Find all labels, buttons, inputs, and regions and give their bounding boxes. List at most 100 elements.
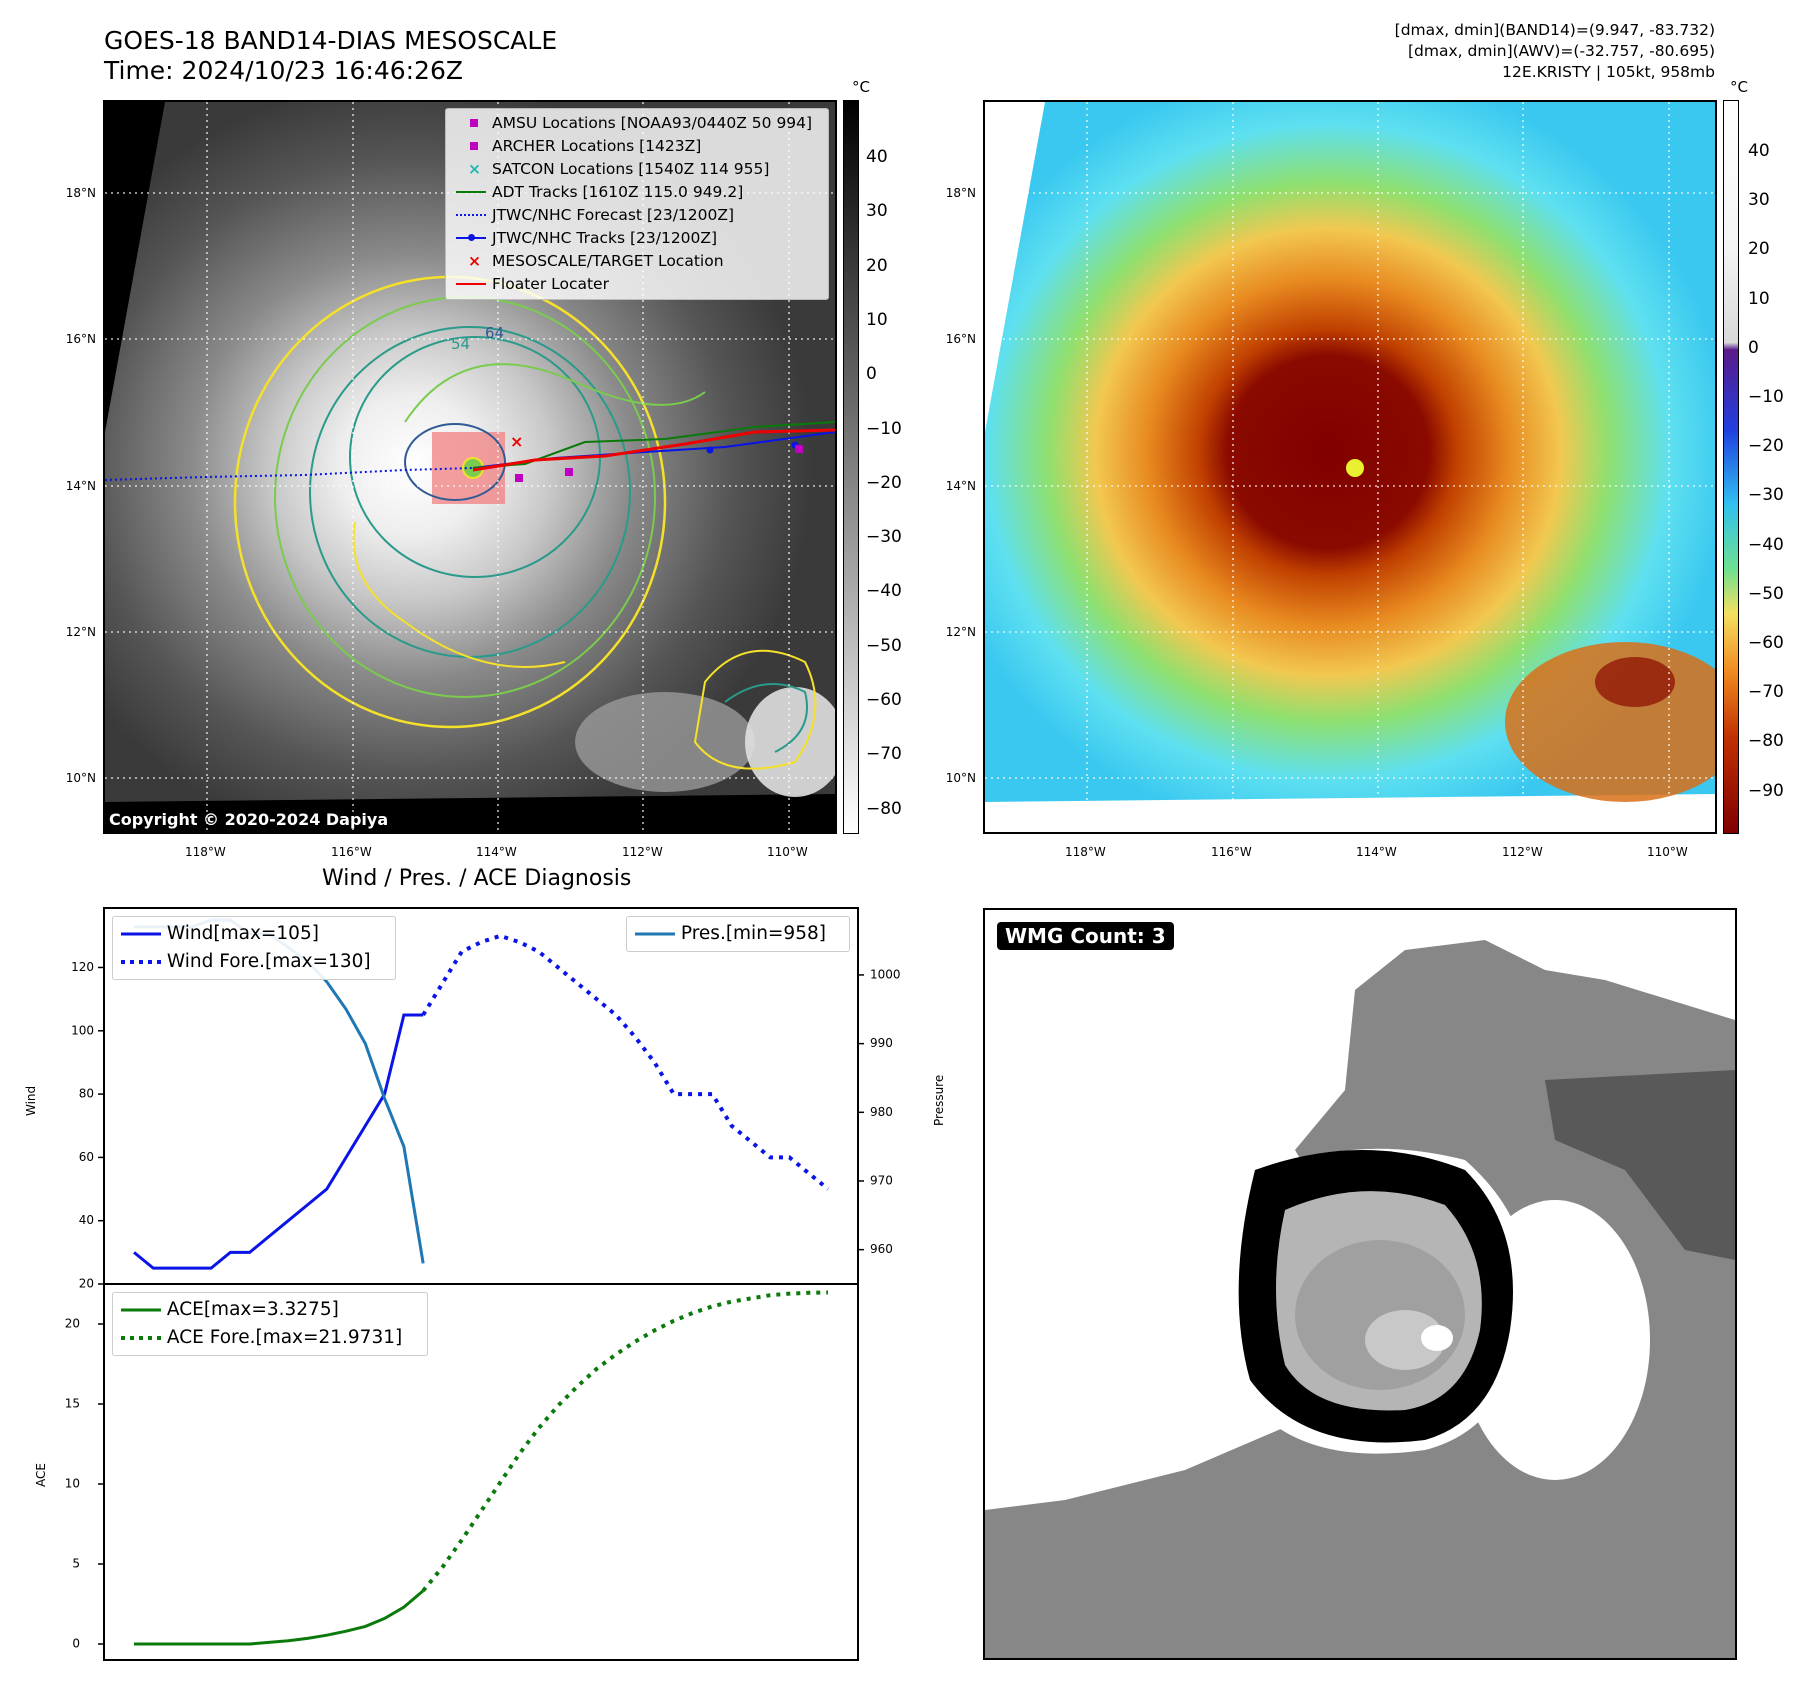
wind-tick-label: 40 — [79, 1213, 94, 1227]
lon-label: 112°W — [1502, 845, 1543, 859]
colorbar-tick-label: −50 — [866, 635, 902, 656]
wind-tick-label: 120 — [71, 960, 94, 974]
colorbar-tick-label: −10 — [1748, 387, 1784, 407]
amsu-marker — [515, 474, 523, 482]
lat-label: 16°N — [65, 332, 96, 346]
adt-track — [472, 421, 835, 469]
lon-label: 110°W — [767, 845, 808, 859]
colorbar-tick-label: −70 — [1748, 682, 1784, 703]
colorbar-tick-label: −30 — [1748, 485, 1784, 506]
colorbar-tick-label: 0 — [866, 364, 877, 385]
legend-item-archer: ARCHER Locations [1423Z] — [456, 135, 835, 157]
info-line2: [dmax, dmin](AWV)=(-32.757, -80.695) — [1408, 42, 1715, 60]
colorbar-right-unit: °C — [1730, 78, 1748, 96]
pressure-tick-label: 960 — [870, 1242, 893, 1256]
colorbar-tick-label: −40 — [1748, 534, 1784, 555]
legend-ace: ACE[max=3.3275] — [121, 1299, 339, 1320]
legend-item-floater: Floater Locater — [456, 273, 835, 295]
wind-ylabel: Wind — [24, 1085, 38, 1116]
ace-forecast-series — [421, 1290, 829, 1593]
colorbar-tick-label: −60 — [1748, 633, 1784, 653]
ace-legend: ACE[max=3.3275] ACE Fore.[max=21.9731] — [112, 1292, 428, 1356]
lat-label: 18°N — [65, 186, 96, 200]
lat-label: 14°N — [65, 479, 96, 493]
info-line1: [dmax, dmin](BAND14)=(9.947, -83.732) — [1394, 21, 1715, 39]
lon-label: 112°W — [622, 845, 663, 859]
legend-wind-fore: Wind Fore.[max=130] — [121, 951, 371, 972]
colorbar-tick-label: −70 — [866, 744, 902, 765]
lat-label: 16°N — [945, 332, 976, 346]
line-icon — [456, 181, 492, 203]
colorbar-tick-label: −80 — [866, 798, 902, 819]
legend-item-jtwc-tracks: JTWC/NHC Tracks [23/1200Z] — [456, 227, 835, 249]
square-marker-icon — [456, 112, 492, 134]
archer-marker — [565, 468, 573, 476]
diagnosis-title: Wind / Pres. / ACE Diagnosis — [322, 866, 632, 891]
colorbar-tick-label: 20 — [866, 255, 888, 276]
wind-tick-label: 60 — [79, 1150, 94, 1164]
dotted-line-icon — [456, 204, 492, 226]
pressure-tick-label: 970 — [870, 1173, 893, 1187]
line-icon — [456, 273, 492, 295]
lon-label: 114°W — [476, 845, 517, 859]
lon-label: 116°W — [1211, 845, 1252, 859]
legend-item-amsu: AMSU Locations [NOAA93/0440Z 50 994] — [456, 112, 835, 134]
line-dot-icon — [456, 227, 492, 249]
colorbar-tick-label: 20 — [1748, 239, 1770, 260]
legend-item-adt: ADT Tracks [1610Z 115.0 949.2] — [456, 181, 835, 203]
square-marker-icon — [456, 135, 492, 157]
title-line2: Time: 2024/10/23 16:46:26Z — [104, 56, 463, 85]
lat-label: 10°N — [945, 771, 976, 785]
map-legend: AMSU Locations [NOAA93/0440Z 50 994] ARC… — [445, 108, 829, 300]
ace-tick-label: 5 — [72, 1557, 80, 1571]
lat-label: 18°N — [945, 186, 976, 200]
lon-label: 116°W — [331, 845, 372, 859]
target-marker: × — [510, 432, 523, 451]
colorbar-tick-label: −20 — [866, 472, 902, 493]
colorbar-tick-label: −80 — [1748, 731, 1784, 752]
colorbar-left — [843, 100, 859, 834]
colorbar-tick-label: 30 — [1748, 190, 1770, 211]
ace-series — [134, 1589, 425, 1646]
wind-tick-label: 100 — [71, 1023, 94, 1037]
jtwc-forecast-track — [105, 467, 474, 481]
colorbar-tick-label: 10 — [866, 309, 888, 330]
colorbar-tick-label: −30 — [866, 527, 902, 548]
wind-tick-label: 80 — [79, 1087, 94, 1101]
ace-ylabel: ACE — [34, 1463, 48, 1487]
ace-tick-label: 10 — [65, 1477, 80, 1491]
pressure-tick-label: 990 — [870, 1036, 893, 1050]
lat-label: 10°N — [65, 771, 96, 785]
legend-item-jtwc-forecast: JTWC/NHC Forecast [23/1200Z] — [456, 204, 835, 226]
ace-tick-label: 0 — [72, 1637, 80, 1651]
lon-label: 118°W — [1065, 845, 1106, 859]
colorbar-tick-label: −20 — [1748, 436, 1784, 457]
colorbar-left-unit: °C — [852, 78, 870, 96]
colorbar-tick-label: −10 — [866, 418, 902, 439]
map-band14: × 54 64 Copyright © 2020-2024 Dapiya AMS… — [103, 100, 837, 834]
colorbar-tick-label: 40 — [1748, 141, 1770, 161]
lat-label: 12°N — [945, 625, 976, 639]
pressure-tick-label: 980 — [870, 1105, 893, 1119]
lat-label: 12°N — [65, 625, 96, 639]
colorbar-tick-label: 40 — [866, 147, 888, 167]
wind-series — [133, 1013, 424, 1270]
x-marker-icon: × — [468, 160, 481, 178]
wind-tick-label: 20 — [79, 1277, 94, 1291]
colorbar-right — [1723, 100, 1739, 834]
colorbar-tick-label: −60 — [866, 690, 902, 710]
wmg-image — [985, 940, 1735, 1658]
ace-tick-label: 15 — [65, 1397, 80, 1411]
ace-axes-frame — [103, 1283, 859, 1661]
colorbar-tick-label: 30 — [866, 201, 888, 222]
copyright: Copyright © 2020-2024 Dapiya — [109, 810, 389, 829]
title-line1: GOES-18 BAND14-DIAS MESOSCALE — [104, 26, 558, 55]
contour-label-54: 54 — [451, 335, 470, 353]
colorbar-tick-label: −40 — [866, 581, 902, 602]
colorbar-tick-label: 0 — [1748, 337, 1759, 358]
legend-item-satcon: × SATCON Locations [1540Z 114 955] — [456, 158, 835, 180]
legend-pres: Pres.[min=958] — [635, 923, 826, 944]
wmg-panel: WMG Count: 3 — [983, 908, 1737, 1660]
colorbar-tick-label: −50 — [1748, 583, 1784, 604]
